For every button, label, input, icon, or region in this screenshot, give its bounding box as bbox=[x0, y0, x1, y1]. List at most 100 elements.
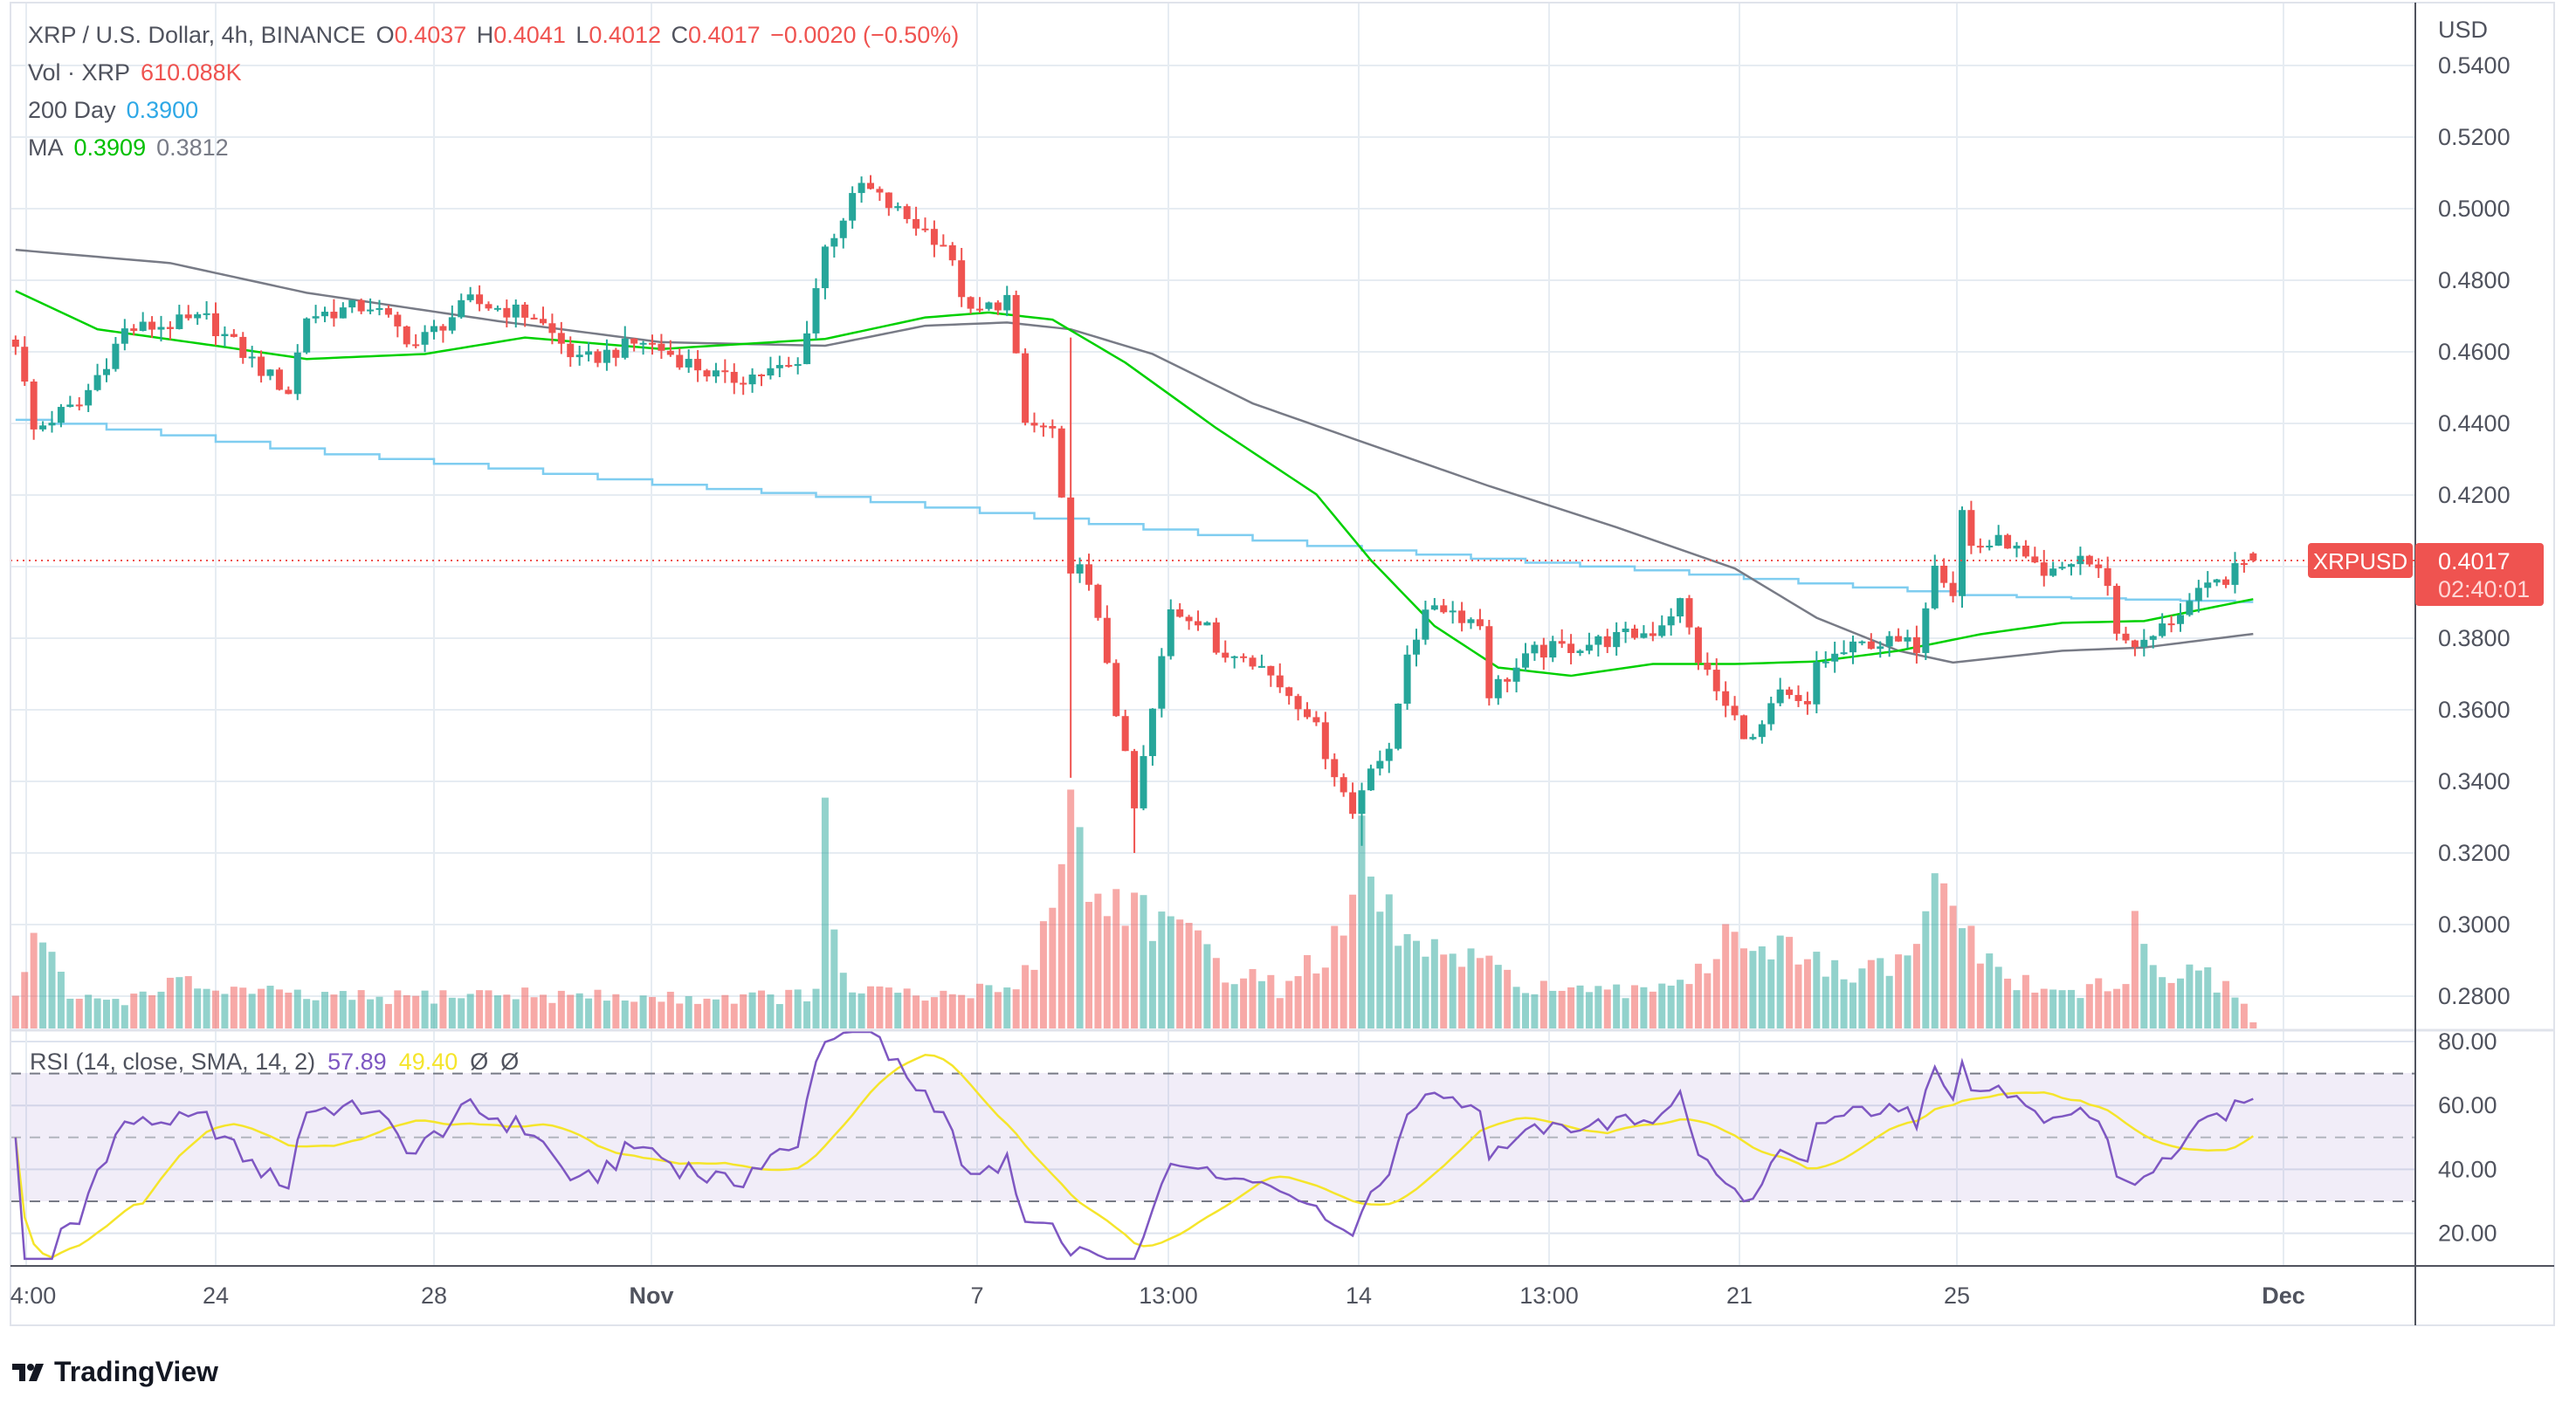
volume-bar bbox=[1176, 919, 1184, 1028]
candle bbox=[1677, 597, 1684, 623]
candle bbox=[1949, 571, 1957, 603]
candle bbox=[612, 347, 620, 367]
volume-bar bbox=[1803, 959, 1811, 1028]
rsi-legend[interactable]: RSI (14, close, SMA, 14, 2) 57.89 49.40 Ø Ø bbox=[30, 1050, 531, 1074]
candle bbox=[730, 363, 738, 395]
candle bbox=[2167, 615, 2175, 633]
volume-bar bbox=[1976, 963, 1984, 1028]
volume-bar bbox=[721, 994, 729, 1028]
candle-body bbox=[2222, 579, 2230, 585]
candle-body bbox=[230, 334, 238, 337]
candle-body bbox=[894, 206, 902, 209]
candle-body bbox=[1567, 643, 1575, 654]
candle bbox=[557, 321, 565, 354]
symbol-legend[interactable]: XRP / U.S. Dollar, 4h, BINANCE O0.4037 H0… bbox=[28, 24, 969, 47]
candle bbox=[1376, 750, 1384, 776]
candle bbox=[2222, 576, 2230, 588]
volume-bar bbox=[458, 998, 465, 1028]
day200-legend[interactable]: 200 Day 0.3900 bbox=[28, 99, 209, 122]
volume-bar bbox=[785, 989, 793, 1028]
candle-body bbox=[1304, 709, 1311, 718]
candle bbox=[1994, 525, 2002, 547]
candle-body bbox=[548, 323, 556, 334]
tradingview-logo[interactable]: TradingView bbox=[12, 1356, 218, 1388]
candle-body bbox=[1012, 294, 1020, 354]
candle-body bbox=[258, 356, 265, 376]
volume-bar bbox=[1158, 911, 1166, 1028]
volume-bar bbox=[621, 1000, 629, 1028]
candle bbox=[1057, 425, 1065, 499]
candle bbox=[1158, 648, 1166, 718]
candle-body bbox=[121, 328, 128, 344]
candle bbox=[1786, 686, 1794, 699]
candle-body bbox=[1230, 656, 1238, 658]
volume-bar bbox=[1240, 978, 1248, 1028]
candle bbox=[976, 297, 983, 313]
close-value: 0.4017 bbox=[688, 22, 761, 48]
volume-bar bbox=[612, 994, 620, 1028]
candle-body bbox=[775, 365, 783, 368]
volume-bar bbox=[666, 991, 674, 1028]
volume-bar bbox=[903, 988, 911, 1028]
candle-body bbox=[1622, 629, 1629, 632]
ma-legend[interactable]: MA 0.3909 0.3812 bbox=[28, 136, 239, 160]
volume-bar bbox=[521, 987, 529, 1028]
price-tick-label: 0.3600 bbox=[2438, 697, 2511, 723]
rsi-axis[interactable]: 80.00 60.00 40.00 20.00 bbox=[2438, 1028, 2497, 1247]
volume-bar bbox=[803, 1001, 811, 1028]
candle bbox=[1140, 745, 1147, 811]
volume-bar bbox=[1640, 987, 1648, 1028]
candle-body bbox=[2077, 555, 2084, 565]
volume-bar bbox=[75, 998, 83, 1028]
volume-bar bbox=[203, 988, 210, 1028]
candle bbox=[230, 328, 238, 338]
candle bbox=[266, 368, 274, 381]
candle-body bbox=[1022, 353, 1030, 423]
price-axis[interactable]: 0.5400 0.5200 0.5000 0.4800 0.4600 0.4400 0.42… bbox=[2438, 52, 2511, 1009]
volume-bar bbox=[121, 1005, 128, 1028]
candle-body bbox=[493, 307, 501, 310]
candle bbox=[748, 368, 756, 393]
candle bbox=[530, 313, 538, 320]
candle-body bbox=[2140, 639, 2148, 648]
candle bbox=[1148, 708, 1156, 766]
candle-body bbox=[1440, 605, 1448, 613]
candle-body bbox=[476, 294, 484, 305]
candle bbox=[603, 339, 610, 371]
candle bbox=[1331, 753, 1339, 787]
volume-bar bbox=[1912, 944, 1920, 1028]
volume-bar bbox=[748, 992, 756, 1028]
time-tick-label: 4:00 bbox=[10, 1283, 57, 1309]
candle-body bbox=[2049, 568, 2057, 576]
volume-bar bbox=[2058, 990, 2066, 1028]
candle-body bbox=[1512, 667, 1520, 682]
candle-body bbox=[1395, 703, 1402, 749]
candle bbox=[1222, 640, 1229, 663]
volume-bar bbox=[176, 977, 183, 1028]
volume-bar bbox=[2095, 978, 2103, 1028]
candle bbox=[894, 202, 902, 211]
candle bbox=[1094, 583, 1102, 621]
candle bbox=[1340, 773, 1347, 797]
candle-body bbox=[821, 246, 829, 289]
volume-bar bbox=[685, 996, 692, 1028]
close-label: C bbox=[671, 22, 689, 48]
volume-bar bbox=[1195, 930, 1202, 1028]
volume-bar bbox=[1522, 993, 1529, 1028]
candle bbox=[1585, 632, 1593, 655]
candle-body bbox=[1912, 636, 1920, 653]
day200-label: 200 Day bbox=[28, 97, 116, 123]
volume-bar bbox=[767, 994, 775, 1028]
chart-frame bbox=[10, 2, 2555, 1326]
volume-bar bbox=[1967, 925, 1975, 1028]
volume-legend[interactable]: Vol · XRP 610.088K bbox=[28, 61, 252, 85]
volume-bar bbox=[221, 994, 229, 1028]
candle-body bbox=[103, 368, 110, 375]
candle-body bbox=[785, 365, 793, 368]
volume-bar bbox=[1940, 883, 1948, 1028]
time-axis[interactable]: 4:00 24 28 Nov 7 13:00 14 13:00 21 25 Dec bbox=[10, 1283, 2305, 1309]
candle bbox=[303, 317, 311, 354]
candle bbox=[1904, 629, 1911, 649]
candle-body bbox=[867, 182, 874, 189]
